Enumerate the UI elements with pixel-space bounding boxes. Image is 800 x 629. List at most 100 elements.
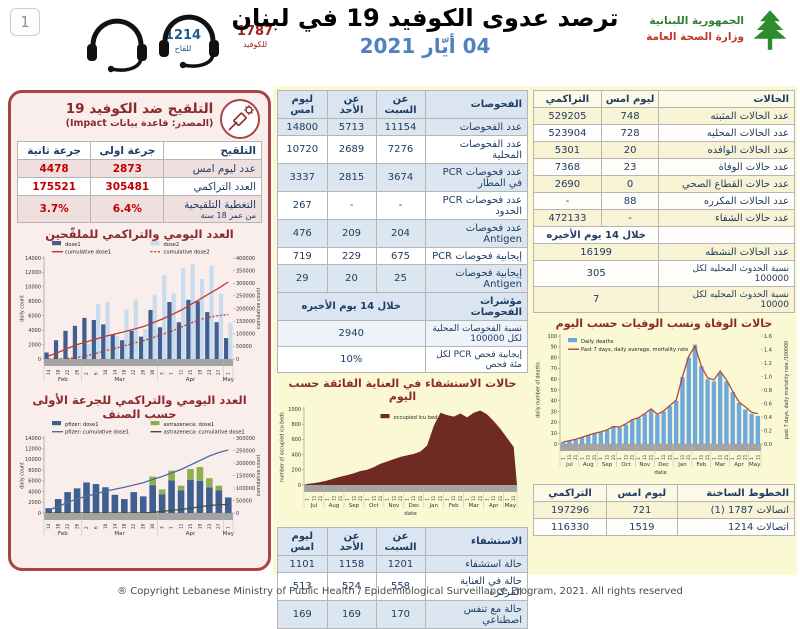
table-row: عدد فحوصات Antigen 204 209 476 [277,219,528,248]
col-header: الخطوط الساخنة [676,484,796,502]
svg-text:1: 1 [749,457,754,460]
svg-text:21: 21 [743,454,748,460]
svg-text:Sep: Sep [349,503,360,509]
cell: 2690 [533,175,602,193]
svg-text:11: 11 [391,495,396,501]
table-row: العدد التراكمي 305481 175521 [16,177,262,196]
headset-icon [159,14,219,69]
cell: نسبة الحدوث المحليه لكل 10000 [658,286,795,313]
svg-text:cumulative count: cumulative count [256,288,262,330]
svg-text:300000: 300000 [236,281,255,287]
vaccinated-daily-cumulative-chart: 0 2000 4000 6000 8000 10000 12000 14000 0 50000 10… [17,241,262,389]
svg-text:Jul: Jul [310,503,318,509]
svg-text:1: 1 [579,457,584,460]
svg-text:21: 21 [398,495,403,501]
copyright-text: ® Copyright Lebanese Ministry of Public … [117,586,683,597]
svg-text:Dec: Dec [658,462,669,468]
table-row: حالة استشفاء 1201 1158 1101 [277,555,528,573]
svg-text:1.6: 1.6 [764,334,772,340]
col-header: عن السبت [375,527,426,556]
svg-text:21: 21 [630,454,635,460]
cell: 170 [375,600,426,629]
svg-text:23: 23 [207,523,212,529]
svg-text:21: 21 [705,454,710,460]
svg-text:18: 18 [56,369,61,375]
cell: عدد ليوم امس [163,159,262,178]
svg-text:Mar: Mar [114,377,125,383]
first-dose-chart-title: العدد اليومي والتراكمي للجرعة الأولى حسب… [32,393,247,421]
table-row: حالة في العناية المركزه 558 524 513 [277,572,528,601]
svg-text:1: 1 [504,498,509,501]
hotline-covid-number: 1787 [236,24,274,39]
svg-text:1: 1 [598,457,603,460]
col-header: الفحوصات [424,90,528,119]
svg-text:0.2: 0.2 [764,428,772,434]
svg-text:1: 1 [226,526,231,529]
header-row: مؤشرات الفحوصات خلال 14 يوم الأخيره [277,292,528,321]
svg-text:7: 7 [169,526,174,529]
svg-text:1: 1 [655,457,660,460]
hotline-vaccine-label: للقاح [174,44,192,53]
svg-text:21: 21 [418,495,423,501]
table-row: إيجابية فحوصات PCR 675 229 719 [277,247,528,265]
svg-text:4000: 4000 [28,328,41,334]
svg-text:21: 21 [592,454,597,460]
cell: 721 [606,501,678,519]
hotline-vaccine: 1214 للقاح [84,12,201,74]
col-header: جرعة ثانية [16,141,92,160]
svg-text:12000: 12000 [25,447,41,453]
cell: عدد حالات الوفاة [658,158,795,176]
svg-text:1: 1 [325,498,330,501]
table-row: عدد ليوم امس 2873 4478 [16,159,262,178]
svg-text:14000: 14000 [25,256,41,262]
cell: عدد الحالات النشطه [658,243,795,261]
cell: 2815 [326,163,377,192]
svg-text:Mar: Mar [715,462,726,468]
cedar-icon [753,10,787,50]
svg-text:1: 1 [345,498,350,501]
svg-text:0: 0 [38,357,41,363]
cell: عدد حالات الشفاء [658,209,795,227]
svg-text:22: 22 [65,523,70,529]
cell: 0 [600,175,660,193]
deaths-chart-title: حالات الوفاة ونسب الوفيات حسب اليوم [555,317,773,330]
cell: 529205 [533,107,602,125]
svg-text:0.8: 0.8 [764,388,772,394]
table-row: عدد فحوصات PCR الحدود - -267 [277,191,528,220]
svg-text:0: 0 [38,511,41,517]
svg-text:21: 21 [686,454,691,460]
svg-text:26: 26 [74,523,79,529]
svg-text:1: 1 [674,457,679,460]
svg-text:21: 21 [438,495,443,501]
svg-text:Apr: Apr [186,377,196,383]
cell: 11154 [375,118,426,136]
table-row: عدد حالات الوفاة 23 7368 [533,158,795,176]
col-header: ليوم امس [277,527,328,556]
svg-text:50000: 50000 [236,498,252,504]
vaccination-title: التلقيح ضد الكوفيد 19 [65,101,214,117]
col-header: الحالات [658,90,795,108]
svg-text:1: 1 [305,498,310,501]
svg-text:22: 22 [65,369,70,375]
svg-text:past 7 days, daily mortality r: past 7 days, daily mortality rate /10000… [784,341,790,439]
first-dose-by-brand-chart: 0 2000 4000 6000 8000 10000 12000 14000 0 50000 10… [17,421,262,543]
svg-text:21: 21 [318,495,323,501]
cell: 1158 [326,555,377,573]
col-header: عن الأحد [326,527,377,556]
table-row: عدد الحالات المثبته 748 529205 [533,107,795,125]
cell-sub: من عمر 18 سنة [200,210,256,220]
svg-text:Past 7 days, daily average, mo: Past 7 days, daily average, mortality ra… [581,347,688,353]
svg-text:1: 1 [711,457,716,460]
cell: عدد الحالات المكرره [658,192,795,210]
cell: 3674 [375,163,426,192]
svg-text:8000: 8000 [28,468,41,474]
svg-text:11: 11 [718,454,723,460]
svg-text:10: 10 [551,431,557,437]
svg-text:number of occupied icu beds: number of occupied icu beds [280,412,286,482]
svg-text:6: 6 [93,526,98,529]
svg-text:11: 11 [699,454,704,460]
page-number-badge: 1 [10,8,40,36]
svg-text:11: 11 [567,454,572,460]
svg-text:2: 2 [84,526,89,529]
table-row: عدد الفحوصات 11154 5713 14800 [277,118,528,136]
